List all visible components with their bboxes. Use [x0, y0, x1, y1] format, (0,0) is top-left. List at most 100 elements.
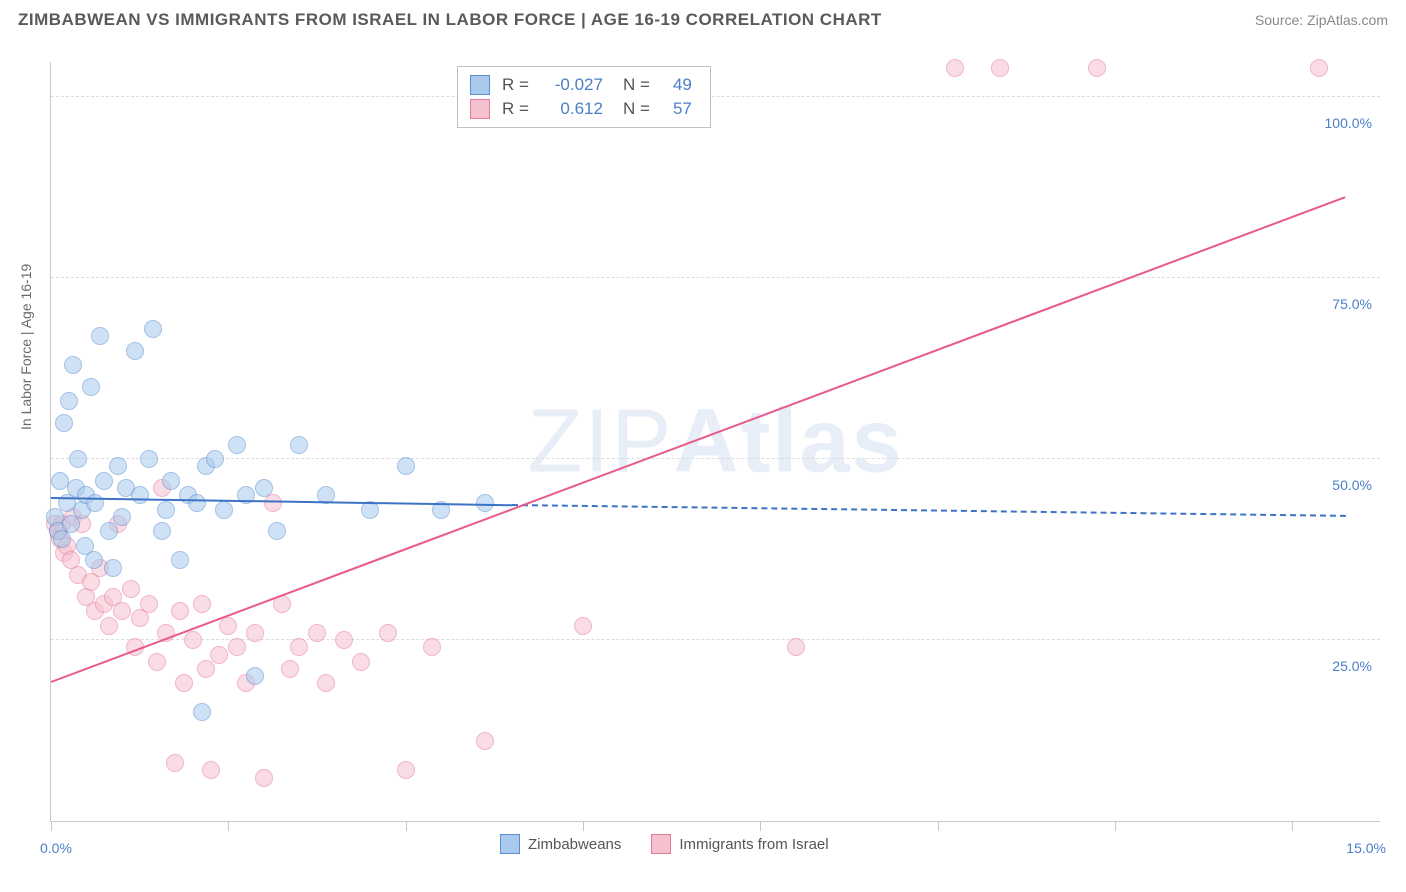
y-tick-label: 25.0% — [1332, 658, 1372, 674]
legend-label-israel: Immigrants from Israel — [679, 836, 828, 853]
watermark: ZIPAtlas — [527, 390, 903, 493]
r-label: R = — [502, 75, 529, 95]
data-point-israel — [148, 653, 166, 671]
swatch-zimbabweans-bottom — [500, 834, 520, 854]
data-point-zimbabweans — [140, 450, 158, 468]
data-point-israel — [113, 602, 131, 620]
data-point-israel — [246, 624, 264, 642]
data-point-zimbabweans — [62, 515, 80, 533]
data-point-israel — [991, 59, 1009, 77]
data-point-israel — [228, 638, 246, 656]
data-point-israel — [308, 624, 326, 642]
data-point-israel — [219, 617, 237, 635]
data-point-zimbabweans — [397, 457, 415, 475]
data-point-zimbabweans — [60, 392, 78, 410]
n-label: N = — [623, 99, 650, 119]
y-tick-label: 50.0% — [1332, 477, 1372, 493]
data-point-zimbabweans — [109, 457, 127, 475]
y-axis-title: In Labor Force | Age 16-19 — [18, 264, 34, 430]
gridline — [51, 96, 1380, 97]
data-point-zimbabweans — [100, 522, 118, 540]
data-point-israel — [202, 761, 220, 779]
x-tick-label: 0.0% — [40, 840, 72, 856]
data-point-israel — [166, 754, 184, 772]
data-point-zimbabweans — [268, 522, 286, 540]
x-tick — [1115, 821, 1116, 831]
r-value-israel: 0.612 — [541, 99, 603, 119]
legend-label-zimbabweans: Zimbabweans — [528, 836, 621, 853]
data-point-israel — [175, 674, 193, 692]
data-point-israel — [255, 769, 273, 787]
n-value-zimbabweans: 49 — [662, 75, 692, 95]
y-tick-label: 100.0% — [1325, 115, 1372, 131]
x-tick — [51, 821, 52, 831]
data-point-zimbabweans — [255, 479, 273, 497]
data-point-israel — [423, 638, 441, 656]
data-point-israel — [335, 631, 353, 649]
data-point-zimbabweans — [131, 486, 149, 504]
swatch-israel-bottom — [651, 834, 671, 854]
legend-item-zimbabweans: Zimbabweans — [500, 834, 621, 854]
x-tick — [583, 821, 584, 831]
data-point-zimbabweans — [162, 472, 180, 490]
stats-row-zimbabweans: R = -0.027 N = 49 — [470, 73, 692, 97]
data-point-israel — [171, 602, 189, 620]
data-point-israel — [281, 660, 299, 678]
data-point-zimbabweans — [215, 501, 233, 519]
data-point-israel — [379, 624, 397, 642]
data-point-zimbabweans — [476, 494, 494, 512]
chart-plot-area: ZIPAtlas 25.0% 50.0% 75.0% 100.0% — [50, 62, 1380, 822]
n-value-israel: 57 — [662, 99, 692, 119]
stats-legend-box: R = -0.027 N = 49 R = 0.612 N = 57 — [457, 66, 711, 128]
y-tick-label: 75.0% — [1332, 296, 1372, 312]
header-bar: ZIMBABWEAN VS IMMIGRANTS FROM ISRAEL IN … — [0, 0, 1406, 36]
swatch-zimbabweans — [470, 75, 490, 95]
data-point-zimbabweans — [104, 559, 122, 577]
data-point-zimbabweans — [69, 450, 87, 468]
x-tick — [406, 821, 407, 831]
data-point-zimbabweans — [144, 320, 162, 338]
data-point-zimbabweans — [290, 436, 308, 454]
data-point-israel — [184, 631, 202, 649]
data-point-israel — [1088, 59, 1106, 77]
r-label: R = — [502, 99, 529, 119]
chart-title: ZIMBABWEAN VS IMMIGRANTS FROM ISRAEL IN … — [18, 10, 882, 30]
legend-item-israel: Immigrants from Israel — [651, 834, 828, 854]
x-tick — [228, 821, 229, 831]
data-point-zimbabweans — [86, 494, 104, 512]
gridline — [51, 458, 1380, 459]
data-point-zimbabweans — [153, 522, 171, 540]
data-point-zimbabweans — [95, 472, 113, 490]
data-point-israel — [197, 660, 215, 678]
data-point-zimbabweans — [113, 508, 131, 526]
data-point-zimbabweans — [85, 551, 103, 569]
x-tick — [760, 821, 761, 831]
data-point-zimbabweans — [228, 436, 246, 454]
n-label: N = — [623, 75, 650, 95]
data-point-israel — [476, 732, 494, 750]
data-point-zimbabweans — [188, 494, 206, 512]
data-point-israel — [122, 580, 140, 598]
data-point-israel — [290, 638, 308, 656]
data-point-zimbabweans — [206, 450, 224, 468]
data-point-zimbabweans — [55, 414, 73, 432]
x-tick — [938, 821, 939, 831]
data-point-israel — [100, 617, 118, 635]
data-point-israel — [140, 595, 158, 613]
legend-bottom: Zimbabweans Immigrants from Israel — [500, 834, 829, 854]
data-point-zimbabweans — [64, 356, 82, 374]
data-point-zimbabweans — [246, 667, 264, 685]
data-point-israel — [1310, 59, 1328, 77]
data-point-israel — [317, 674, 335, 692]
trend-line — [512, 504, 1345, 517]
data-point-zimbabweans — [171, 551, 189, 569]
data-point-israel — [193, 595, 211, 613]
gridline — [51, 277, 1380, 278]
x-tick-label: 15.0% — [1346, 840, 1386, 856]
data-point-israel — [397, 761, 415, 779]
swatch-israel — [470, 99, 490, 119]
data-point-israel — [352, 653, 370, 671]
data-point-zimbabweans — [193, 703, 211, 721]
data-point-israel — [787, 638, 805, 656]
source-label: Source: ZipAtlas.com — [1255, 12, 1388, 28]
